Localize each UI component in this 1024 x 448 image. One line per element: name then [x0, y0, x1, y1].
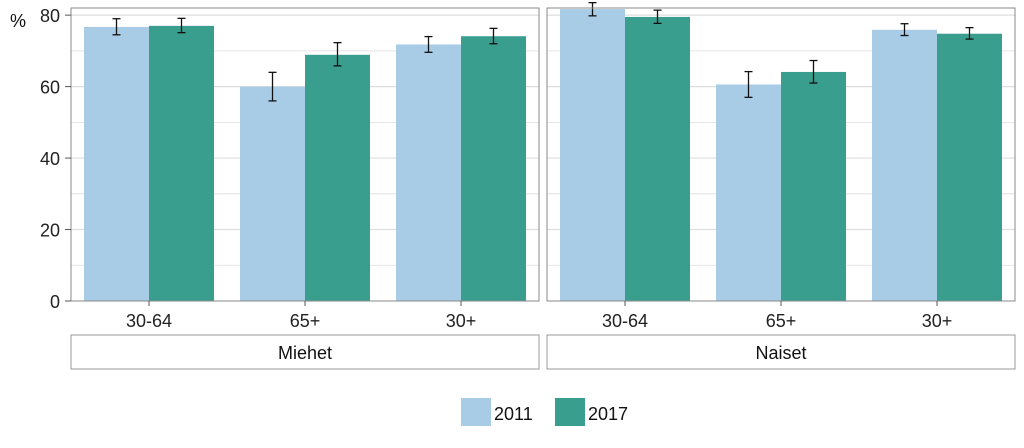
y-axis-unit-label: %: [10, 11, 26, 31]
legend-label-2011: 2011: [494, 404, 533, 424]
bar-naiset-30-64-2011: [560, 9, 625, 301]
legend-swatch-2017: [555, 398, 585, 426]
x-tick-label: 65+: [766, 311, 797, 331]
bar-miehet-65+-2017: [305, 54, 370, 302]
y-tick-label: 0: [50, 292, 60, 312]
legend-layer: 2011 2017: [461, 398, 628, 426]
panel-strip-label: Naiset: [755, 343, 806, 363]
y-tick-label: 20: [40, 221, 60, 241]
bar-naiset-30-64-2017: [625, 16, 690, 302]
panel-strip: [70, 334, 540, 370]
x-tick-label: 30+: [446, 311, 477, 331]
axis-layer: % 0 20 40 60 80 30-64 65+ 30+ 30-64 65+ 30+: [10, 6, 952, 331]
bar-naiset-65+-2017: [781, 71, 846, 302]
panel-strip: [546, 334, 1016, 370]
bar-naiset-65+-2011: [716, 84, 781, 301]
x-tick-label: 65+: [290, 311, 321, 331]
y-tick-label: 40: [40, 149, 60, 169]
x-tick-label: 30-64: [126, 311, 172, 331]
x-tick-label: 30-64: [602, 311, 648, 331]
x-tick-label: 30+: [922, 311, 953, 331]
y-tick-label: 60: [40, 78, 60, 98]
legend-label-2017: 2017: [588, 404, 628, 424]
bar-miehet-65+-2011: [240, 86, 305, 301]
bar-miehet-30+-2011: [396, 44, 461, 301]
panel-strip-label: Miehet: [278, 343, 332, 363]
bar-miehet-30+-2017: [461, 36, 526, 301]
y-tick-label: 80: [40, 6, 60, 26]
frame-layer: Miehet Naiset: [70, 7, 1016, 370]
bar-naiset-30+-2011: [872, 29, 937, 302]
bar-naiset-30+-2017: [937, 33, 1002, 301]
bar-miehet-30-64-2011: [84, 26, 149, 301]
legend-swatch-2011: [461, 398, 491, 426]
bar-layer: [84, 1, 1002, 302]
bar-miehet-30-64-2017: [149, 25, 214, 302]
